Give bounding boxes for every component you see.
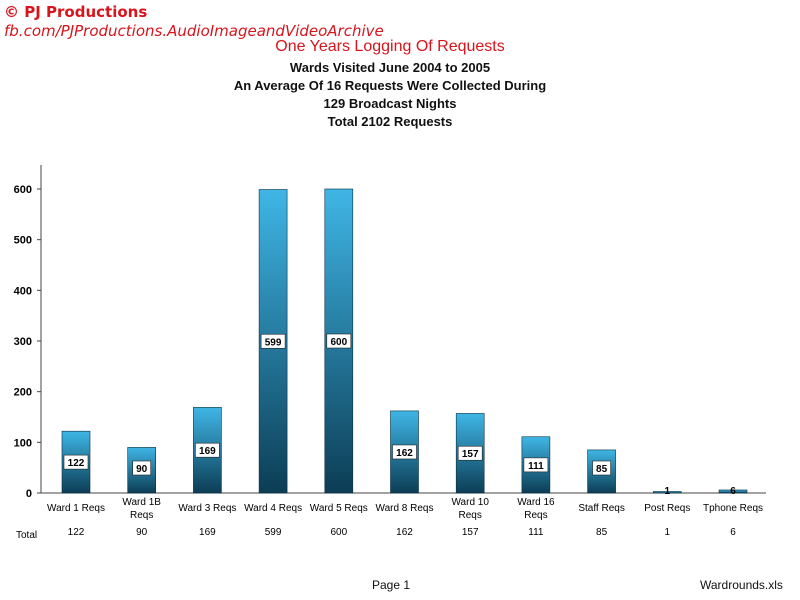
table-value: 169 [199, 527, 216, 538]
category-label: Reqs [524, 510, 547, 521]
table-value: 162 [396, 527, 413, 538]
category-label: Staff Reqs [578, 503, 625, 514]
table-value: 599 [265, 527, 282, 538]
data-label: 85 [596, 464, 608, 475]
y-tick-label: 400 [14, 285, 32, 297]
y-tick-label: 0 [26, 488, 32, 500]
data-label: 1 [665, 486, 671, 497]
data-label-box [326, 333, 352, 349]
chart-title: One Years Logging Of Requests [275, 38, 505, 55]
table-value: 1 [665, 527, 671, 538]
y-tick-label: 100 [14, 437, 32, 449]
data-label: 6 [730, 486, 736, 497]
watermark-copyright: © PJ Productions [4, 3, 148, 21]
category-label: Reqs [130, 510, 153, 521]
chart-subtitle-4: Total 2102 Requests [327, 114, 453, 129]
category-label: Ward 5 Reqs [310, 503, 368, 514]
category-label: Ward 3 Reqs [178, 503, 236, 514]
table-value: 85 [596, 527, 608, 538]
data-label-box [523, 457, 549, 473]
chart-subtitle-1: Wards Visited June 2004 to 2005 [289, 60, 491, 75]
category-label: Tphone Reqs [703, 503, 763, 514]
data-label: 122 [68, 458, 85, 469]
data-label-box [195, 442, 220, 458]
category-label: Post Reqs [644, 503, 690, 514]
bar [718, 489, 748, 494]
bar [652, 491, 682, 494]
data-label-box [592, 460, 611, 476]
data-label-box [132, 460, 151, 476]
y-tick-label: 200 [14, 387, 32, 399]
data-label: 599 [265, 337, 282, 348]
data-label: 111 [528, 461, 544, 472]
data-label: 600 [330, 337, 347, 348]
data-label-box [392, 444, 417, 460]
category-label: Reqs [459, 510, 482, 521]
data-label: 90 [136, 464, 148, 475]
table-row-label: Total [16, 530, 37, 541]
data-label-box [260, 333, 286, 349]
category-label: Ward 8 Reqs [376, 503, 434, 514]
table-value: 90 [136, 527, 148, 538]
category-label: Ward 1B [122, 497, 161, 508]
data-label: 162 [396, 448, 413, 459]
table-value: 600 [330, 527, 347, 538]
y-tick-label: 300 [14, 336, 32, 348]
footer-file: Wardrounds.xls [700, 578, 783, 592]
table-value: 6 [730, 527, 736, 538]
footer-page: Page 1 [372, 578, 411, 592]
category-label: Ward 4 Reqs [244, 503, 302, 514]
table-value: 122 [68, 527, 85, 538]
y-tick-label: 600 [14, 184, 32, 196]
table-value: 157 [462, 527, 479, 538]
category-label: Ward 10 [451, 497, 489, 508]
data-label: 157 [462, 449, 479, 460]
data-label-box [457, 445, 483, 461]
data-label-box [63, 454, 89, 470]
category-label: Ward 16 [517, 497, 555, 508]
watermark-url: fb.com/PJProductions.AudioImageandVideoA… [4, 22, 384, 40]
chart-subtitle-3: 129 Broadcast Nights [323, 96, 457, 111]
y-tick-label: 500 [14, 235, 32, 247]
chart-subtitle-2: An Average Of 16 Requests Were Collected… [233, 78, 547, 93]
data-label: 169 [199, 446, 216, 457]
table-value: 111 [528, 527, 544, 538]
category-label: Ward 1 Reqs [47, 503, 105, 514]
